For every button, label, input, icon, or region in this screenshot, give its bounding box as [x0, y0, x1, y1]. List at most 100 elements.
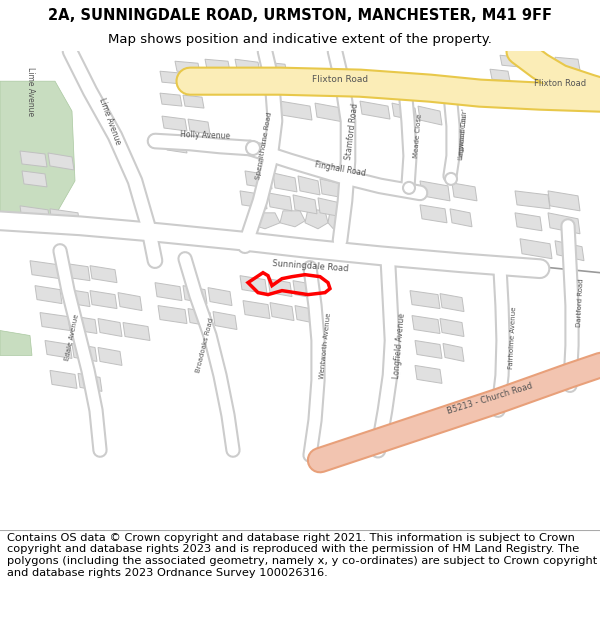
Polygon shape — [410, 291, 440, 309]
Polygon shape — [240, 191, 267, 209]
Circle shape — [445, 173, 457, 185]
Polygon shape — [208, 288, 232, 306]
Text: Wentworth Avenue: Wentworth Avenue — [319, 312, 331, 379]
Polygon shape — [60, 262, 90, 281]
Polygon shape — [273, 173, 297, 192]
Polygon shape — [30, 261, 60, 279]
Polygon shape — [78, 373, 102, 391]
Polygon shape — [205, 59, 230, 71]
Text: Legwood Cour’: Legwood Cour’ — [458, 108, 468, 158]
Polygon shape — [162, 116, 187, 131]
Text: Longfield Avenue: Longfield Avenue — [392, 312, 406, 379]
Polygon shape — [118, 292, 142, 311]
Text: Map shows position and indicative extent of the property.: Map shows position and indicative extent… — [108, 34, 492, 46]
Text: Lime Avenue: Lime Avenue — [25, 67, 35, 116]
Polygon shape — [90, 291, 117, 309]
Polygon shape — [98, 319, 122, 336]
Polygon shape — [490, 69, 510, 81]
Text: Spennithorne Road: Spennithorne Road — [255, 112, 273, 181]
Polygon shape — [175, 61, 200, 73]
Polygon shape — [415, 366, 442, 383]
Polygon shape — [252, 213, 280, 229]
Polygon shape — [328, 211, 348, 231]
Text: B5213 - Church Road: B5213 - Church Road — [446, 381, 534, 416]
Text: Lime Avenue: Lime Avenue — [97, 96, 122, 146]
Polygon shape — [50, 371, 77, 388]
Polygon shape — [40, 312, 70, 331]
Polygon shape — [188, 309, 212, 326]
Polygon shape — [165, 138, 187, 153]
Text: Dartford Road: Dartford Road — [576, 278, 584, 327]
Polygon shape — [22, 171, 47, 187]
Text: Flixton Road: Flixton Road — [312, 74, 368, 84]
Polygon shape — [235, 59, 260, 72]
Polygon shape — [280, 211, 305, 227]
Polygon shape — [293, 281, 317, 299]
Polygon shape — [525, 56, 550, 69]
Polygon shape — [160, 71, 184, 84]
Polygon shape — [555, 71, 580, 84]
Polygon shape — [123, 322, 150, 341]
Polygon shape — [268, 279, 292, 297]
Text: Legwood Cou’: Legwood Cou’ — [458, 112, 468, 159]
Polygon shape — [443, 344, 464, 361]
Circle shape — [246, 141, 260, 155]
Polygon shape — [360, 101, 390, 119]
Polygon shape — [450, 209, 472, 227]
Text: Holly Avenue: Holly Avenue — [180, 129, 230, 141]
Text: Edale Avenue: Edale Avenue — [64, 314, 80, 361]
Polygon shape — [392, 103, 417, 121]
Polygon shape — [420, 181, 450, 201]
Polygon shape — [315, 103, 344, 122]
Polygon shape — [440, 319, 464, 336]
Polygon shape — [183, 95, 204, 108]
Polygon shape — [270, 302, 294, 321]
Polygon shape — [45, 341, 72, 359]
Polygon shape — [548, 213, 580, 234]
Polygon shape — [280, 101, 312, 120]
Text: Flixton Road: Flixton Road — [534, 79, 586, 88]
Polygon shape — [265, 62, 287, 74]
Text: Fairholme Avenue: Fairholme Avenue — [508, 306, 518, 369]
Polygon shape — [555, 58, 580, 70]
Polygon shape — [420, 205, 447, 222]
Polygon shape — [305, 209, 328, 229]
Polygon shape — [213, 312, 237, 329]
Polygon shape — [98, 348, 122, 366]
Polygon shape — [20, 151, 47, 167]
Polygon shape — [50, 209, 80, 227]
Polygon shape — [160, 93, 182, 106]
Text: Contains OS data © Crown copyright and database right 2021. This information is : Contains OS data © Crown copyright and d… — [7, 533, 598, 578]
Text: Sunningdale Road: Sunningdale Road — [272, 259, 349, 273]
Polygon shape — [415, 341, 442, 359]
Text: Meade Close: Meade Close — [413, 114, 423, 158]
Polygon shape — [0, 81, 75, 221]
Polygon shape — [268, 193, 292, 211]
Polygon shape — [48, 153, 74, 170]
Polygon shape — [295, 306, 317, 324]
Polygon shape — [515, 191, 550, 209]
Polygon shape — [155, 282, 182, 301]
Polygon shape — [72, 344, 97, 361]
Polygon shape — [452, 183, 477, 201]
Polygon shape — [318, 198, 342, 217]
Polygon shape — [20, 206, 50, 224]
Text: Finghall Road: Finghall Road — [314, 160, 366, 178]
Polygon shape — [548, 191, 580, 211]
Polygon shape — [293, 195, 317, 214]
Polygon shape — [90, 266, 117, 282]
Polygon shape — [63, 289, 90, 307]
Text: Broadoaks Road: Broadoaks Road — [196, 318, 215, 373]
Polygon shape — [188, 119, 210, 134]
Polygon shape — [240, 276, 267, 294]
Polygon shape — [320, 179, 344, 198]
Polygon shape — [418, 106, 442, 125]
Polygon shape — [440, 294, 464, 312]
Text: 2A, SUNNINGDALE ROAD, URMSTON, MANCHESTER, M41 9FF: 2A, SUNNINGDALE ROAD, URMSTON, MANCHESTE… — [48, 8, 552, 23]
Polygon shape — [183, 286, 207, 304]
Polygon shape — [515, 213, 542, 231]
Polygon shape — [245, 171, 272, 189]
Polygon shape — [243, 301, 270, 319]
Polygon shape — [412, 316, 440, 334]
Polygon shape — [298, 176, 320, 195]
